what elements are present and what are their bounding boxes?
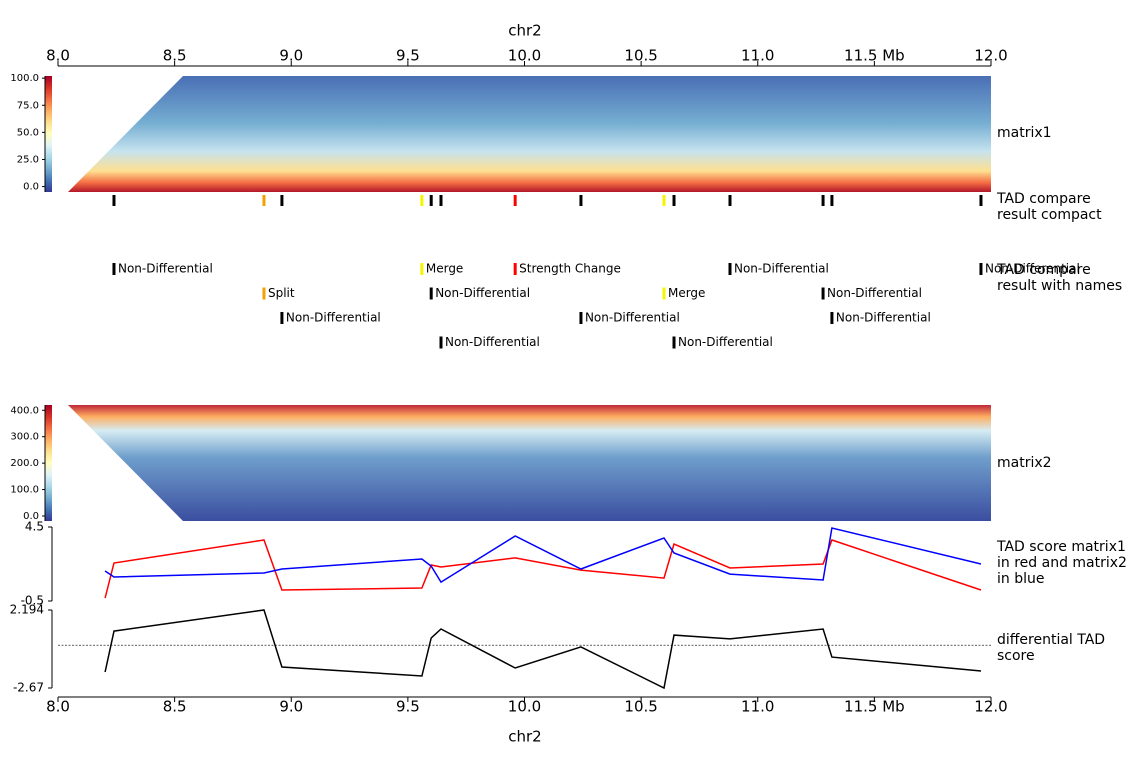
tad-event-mark — [429, 195, 433, 206]
tad-event-mark — [728, 195, 732, 206]
colorbar-tick-label: 0.0 — [23, 182, 39, 193]
track-label: TAD score matrix1 — [996, 539, 1126, 555]
tad-event-mark — [262, 195, 266, 206]
tad-event-mark — [662, 287, 666, 300]
tad-event-name: Non-Differential — [985, 262, 1080, 276]
track-label: matrix1 — [997, 125, 1052, 141]
track-label: matrix2 — [997, 455, 1052, 471]
tad-event-mark — [662, 195, 666, 206]
tad-event-mark — [979, 263, 983, 275]
tad-event-mark — [728, 263, 732, 275]
track-label: result with names — [997, 278, 1122, 294]
tad-event-mark — [579, 195, 583, 206]
heatmap-matrix2 — [68, 405, 991, 521]
x-tick-label: 11.5 Mb — [844, 47, 905, 65]
tad-event-mark — [280, 312, 284, 324]
colorbar-tick-label: 50.0 — [17, 127, 39, 138]
tad-event-mark — [821, 287, 825, 300]
x-tick-label: 12.0 — [974, 47, 1007, 65]
tad-event-mark — [439, 336, 443, 349]
colorbar-tick-label: 0.0 — [23, 511, 39, 522]
tad-event-mark — [821, 195, 825, 206]
tad-event-mark — [513, 195, 517, 206]
y-tick-label: -2.67 — [13, 681, 44, 695]
colorbar-tick-label: 100.0 — [10, 485, 39, 496]
x-tick-label: 8.5 — [163, 47, 187, 65]
x-tick-label: 11.5 Mb — [844, 698, 905, 716]
colorbar-tick-label: 25.0 — [17, 154, 39, 165]
tad-event-mark — [112, 263, 116, 275]
x-tick-label: 8.0 — [46, 47, 70, 65]
tad-event-mark — [420, 195, 424, 206]
x-tick-label: 12.0 — [974, 698, 1007, 716]
x-tick-label: 8.0 — [46, 698, 70, 716]
tad-event-mark — [429, 287, 433, 300]
tad-event-mark — [672, 195, 676, 206]
colorbar — [45, 76, 52, 192]
x-tick-label: 11.0 — [741, 698, 774, 716]
tad-event-name: Non-Differential — [286, 311, 381, 325]
y-tick-label: 2.194 — [10, 603, 44, 617]
axis-title: chr2 — [508, 728, 541, 746]
x-tick-label: 10.5 — [624, 47, 657, 65]
y-tick-label: 4.5 — [25, 520, 44, 534]
tad-event-name: Split — [268, 286, 295, 300]
tad-event-name: Non-Differential — [827, 286, 922, 300]
tad-event-name: Strength Change — [519, 262, 621, 276]
tad-event-mark — [672, 336, 676, 349]
heatmap-matrix1 — [68, 76, 991, 192]
x-tick-label: 10.0 — [508, 47, 541, 65]
score-line — [104, 609, 982, 690]
tad-event-mark — [979, 195, 983, 206]
tad-event-name: Non-Differential — [435, 286, 530, 300]
x-tick-label: 10.5 — [624, 698, 657, 716]
x-tick-label: 11.0 — [741, 47, 774, 65]
colorbar-tick-label: 400.0 — [10, 405, 39, 416]
tad-event-name: Non-Differential — [445, 335, 540, 349]
track-label: result compact — [997, 207, 1102, 223]
tad-event-mark — [830, 195, 834, 206]
tad-event-mark — [513, 263, 517, 275]
track-label: in blue — [997, 571, 1044, 587]
x-tick-label: 9.0 — [279, 47, 303, 65]
track-label: differential TAD — [997, 632, 1105, 648]
tad-event-name: Non-Differential — [836, 311, 931, 325]
tad-event-mark — [420, 263, 424, 275]
y-tick-label: -0.5 — [21, 594, 44, 608]
tad-event-mark — [439, 195, 443, 206]
tad-event-name: Non-Differential — [734, 262, 829, 276]
score-line — [104, 539, 982, 599]
tad-event-mark — [579, 312, 583, 324]
x-tick-label: 8.5 — [163, 698, 187, 716]
x-tick-label: 9.5 — [396, 47, 420, 65]
tad-event-mark — [280, 195, 284, 206]
axis-title: chr2 — [508, 22, 541, 40]
tad-event-name: Non-Differential — [678, 335, 773, 349]
tracks: 8.0 8.5 9.0 9.5 10.0 10.5 11.0 11.5 Mb 12.0 chr2 8… — [10, 22, 1127, 746]
tad-event-name: Non-Differential — [585, 311, 680, 325]
x-tick-label: 9.5 — [396, 698, 420, 716]
colorbar-tick-label: 75.0 — [17, 100, 39, 111]
tad-event-name: Merge — [426, 262, 463, 276]
colorbar — [45, 405, 52, 521]
x-tick-label: 9.0 — [279, 698, 303, 716]
track-label: TAD compare — [996, 262, 1091, 278]
tad-event-mark — [112, 195, 116, 206]
tad-event-mark — [262, 287, 266, 300]
tad-event-name: Non-Differential — [118, 262, 213, 276]
score-line — [104, 527, 982, 584]
track-label: score — [997, 648, 1035, 664]
tad-event-name: Merge — [668, 286, 705, 300]
track-label: in red and matrix2 — [997, 555, 1127, 571]
colorbar-tick-label: 100.0 — [10, 73, 39, 84]
tad-event-mark — [830, 312, 834, 324]
colorbar-tick-label: 200.0 — [10, 458, 39, 469]
x-tick-label: 10.0 — [508, 698, 541, 716]
colorbar-tick-label: 300.0 — [10, 432, 39, 443]
track-label: TAD compare — [996, 191, 1091, 207]
